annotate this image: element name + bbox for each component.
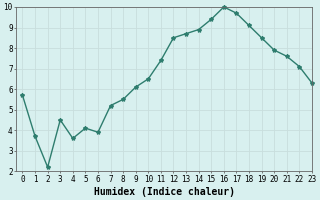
X-axis label: Humidex (Indice chaleur): Humidex (Indice chaleur) <box>93 186 235 197</box>
